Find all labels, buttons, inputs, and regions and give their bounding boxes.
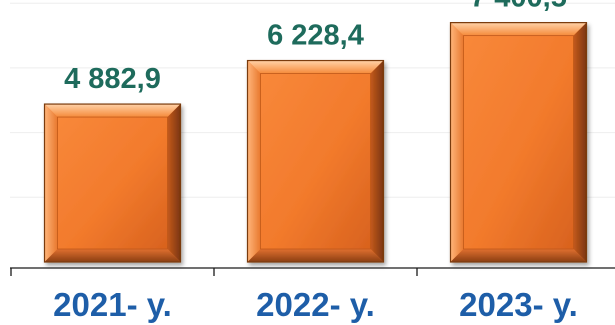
bar-bevel-top — [247, 60, 384, 74]
value-label: 4 882,9 — [64, 63, 161, 95]
bar-bevel-right — [573, 22, 587, 262]
bar-bevel-left — [44, 104, 58, 262]
bar-2021 — [43, 103, 182, 263]
bar-bevel-left — [247, 60, 261, 262]
category-labels: 2021- y. 2022- y. 2023- y. — [53, 286, 578, 323]
bar-bevel-bottom — [247, 249, 384, 262]
bar-2023 — [449, 22, 588, 263]
value-label: 6 228,4 — [267, 20, 364, 52]
bar-face — [260, 73, 371, 250]
value-labels: 4 882,9 6 228,4 7 400,5 — [64, 0, 567, 95]
bar-2022 — [246, 59, 385, 263]
category-label: 2023- y. — [459, 286, 578, 323]
bar-bevel-top — [44, 104, 181, 118]
category-label: 2022- y. — [256, 286, 375, 323]
bar-bevel-right — [370, 60, 384, 262]
bar-edge — [449, 22, 588, 263]
bar-bevel-bottom — [44, 249, 181, 262]
bar-face — [57, 116, 168, 250]
value-label: 7 400,5 — [470, 0, 567, 14]
bar-bevel-top — [450, 22, 587, 36]
category-label: 2021- y. — [53, 286, 172, 323]
bar-edge — [43, 103, 182, 263]
bar-face — [463, 35, 574, 250]
bars — [43, 22, 588, 263]
bar-edge — [246, 59, 385, 263]
bar-bevel-left — [450, 22, 464, 262]
bar-bevel-bottom — [450, 249, 587, 262]
bar-bevel-right — [167, 104, 181, 262]
x-axis — [10, 267, 615, 276]
